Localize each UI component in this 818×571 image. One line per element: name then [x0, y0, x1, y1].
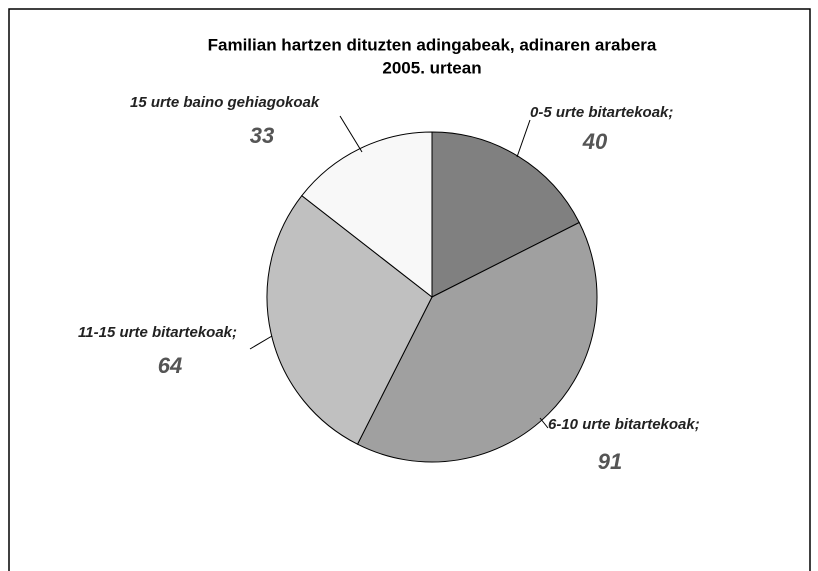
chart-subtitle: 2005. urtean [382, 58, 481, 77]
slice-label: 11-15 urte bitartekoak; [78, 324, 237, 341]
pie-slice [431, 131, 580, 298]
slice-label: 15 urte baino gehiagokoak [130, 94, 320, 111]
chart-frame [8, 8, 811, 571]
slice-label: 0-5 urte bitartekoak; [530, 104, 673, 121]
slice-value: 40 [582, 129, 608, 154]
slice-value: 33 [250, 123, 274, 148]
pie-slice [266, 194, 433, 445]
leader-line [539, 417, 549, 429]
slice-value: 91 [598, 449, 622, 474]
slice-label: 6-10 urte bitartekoak; [548, 416, 700, 433]
pie-slice [356, 221, 598, 463]
leader-line [339, 115, 363, 153]
leader-line [249, 335, 273, 350]
slice-value: 64 [158, 353, 182, 378]
leader-line [516, 119, 531, 158]
chart-title: Familian hartzen dituzten adingabeak, ad… [208, 35, 657, 54]
